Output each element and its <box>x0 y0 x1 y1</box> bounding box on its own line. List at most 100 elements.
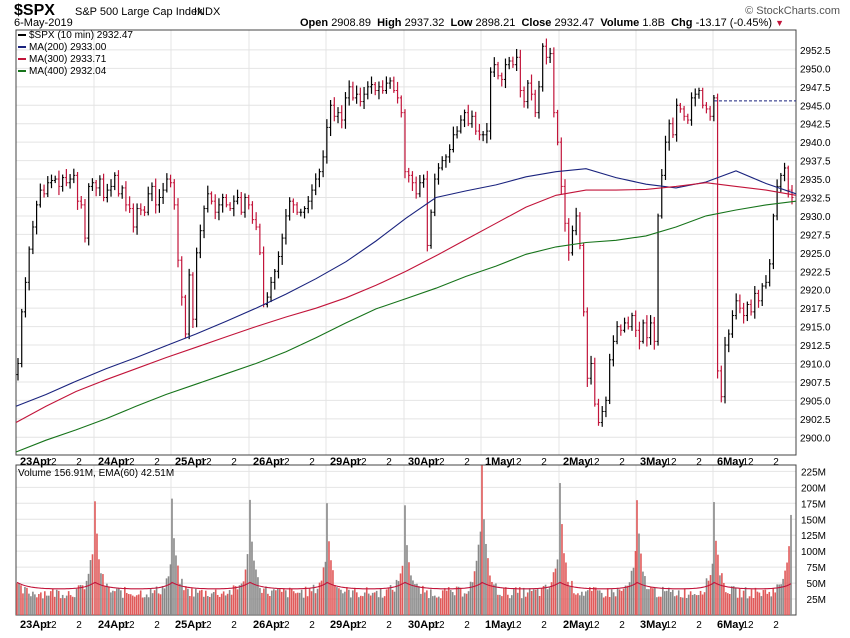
volume-bar <box>667 587 670 615</box>
volume-bar <box>298 592 301 615</box>
volume-legend: Volume 156.91M, EMA(60) 42.51M <box>18 468 174 479</box>
price-x-tick-label: 12 <box>588 457 600 468</box>
volume-bar <box>294 593 297 615</box>
volume-bar <box>481 465 483 615</box>
volume-bar <box>679 597 682 615</box>
volume-bar <box>703 592 706 615</box>
price-tick-label: 2917.5 <box>800 304 831 315</box>
volume-bar <box>244 569 247 615</box>
volume-bar <box>518 587 521 615</box>
volume-bar <box>373 592 376 615</box>
volume-bar <box>534 589 537 615</box>
volume-bar <box>69 595 72 615</box>
volume-x-tick-label: 2 <box>154 620 160 631</box>
volume-bar <box>685 598 688 615</box>
volume-bar <box>212 592 215 615</box>
volume-bar <box>306 596 309 615</box>
price-x-tick-label: 12 <box>742 457 754 468</box>
volume-bar <box>167 576 170 615</box>
volume-bar <box>155 586 158 615</box>
price-tick-label: 2952.5 <box>800 46 831 57</box>
volume-bar <box>288 587 291 615</box>
volume-bar <box>662 586 664 615</box>
volume-bar <box>608 596 611 615</box>
price-x-tick-label: 25Apr <box>175 456 207 468</box>
volume-bar <box>756 591 759 615</box>
volume-bar <box>375 590 378 615</box>
volume-bar <box>666 590 668 615</box>
volume-bar <box>139 590 142 615</box>
price-tick-label: 2900.0 <box>800 433 831 444</box>
volume-bar <box>383 596 386 615</box>
volume-bar <box>371 592 374 615</box>
volume-tick-label: 225M <box>801 467 826 478</box>
volume-bar <box>332 570 334 615</box>
volume-bar <box>594 587 597 615</box>
volume-bar <box>149 588 152 615</box>
volume-tick-label: 75M <box>807 563 826 574</box>
volume-bar <box>369 595 372 615</box>
volume-bar <box>401 565 404 615</box>
volume-bar <box>495 583 497 615</box>
volume-bar <box>469 581 472 615</box>
volume-bar <box>748 596 751 615</box>
volume-bar <box>447 587 450 615</box>
volume-bar <box>412 580 414 615</box>
close-value: 2932.47 <box>554 17 595 29</box>
volume-bar <box>259 587 261 615</box>
price-x-tick-label: 12 <box>510 457 522 468</box>
exchange-label: INDX <box>194 6 221 18</box>
price-x-tick-label: 2 <box>309 457 315 468</box>
volume-bar <box>340 589 342 615</box>
volume-bar <box>536 588 539 615</box>
volume-bar <box>141 597 144 615</box>
legend-price: $SPX (10 min) 2932.47 <box>18 30 133 41</box>
volume-bar <box>397 581 400 615</box>
volume-x-tick-label: 2 <box>386 620 392 631</box>
volume-bar <box>732 586 735 615</box>
volume-bar <box>644 576 646 615</box>
price-tick-label: 2902.5 <box>800 415 831 426</box>
volume-bar <box>226 593 229 615</box>
volume-bar <box>709 575 712 615</box>
price-x-tick-label: 30Apr <box>408 456 440 468</box>
volume-bar <box>61 594 64 615</box>
volume-bar <box>292 591 295 615</box>
volume-bar <box>199 590 201 615</box>
price-x-tick-label: 2 <box>541 457 547 468</box>
price-tick-label: 2920.0 <box>800 286 831 297</box>
volume-x-tick-label: 12 <box>123 620 135 631</box>
volume-bar <box>636 500 638 615</box>
volume-bar <box>762 590 765 615</box>
volume-bar <box>122 597 124 615</box>
volume-bar <box>530 591 533 615</box>
volume-bar <box>542 586 545 615</box>
volume-bar <box>385 589 388 615</box>
volume-bar <box>742 590 745 615</box>
volume-bar <box>36 597 38 615</box>
volume-bar <box>483 519 485 615</box>
volume-tick-label: 100M <box>801 547 826 558</box>
price-tick-label: 2905.0 <box>800 396 831 407</box>
price-x-tick-label: 2 <box>696 457 702 468</box>
volume-bar <box>758 592 761 615</box>
volume-bar <box>53 596 56 615</box>
volume-bar <box>784 570 786 615</box>
volume-bar <box>320 580 323 615</box>
volume-bar <box>284 590 287 615</box>
legend-text-ma200: MA(200) 2933.00 <box>29 42 107 53</box>
volume-bar <box>788 546 790 615</box>
volume-bar <box>104 586 106 615</box>
volume-bar <box>133 596 136 615</box>
price-x-tick-label: 2 <box>386 457 392 468</box>
volume-bar <box>46 595 48 615</box>
volume-x-tick-label: 12 <box>200 620 212 631</box>
price-x-tick-label: 12 <box>45 457 57 468</box>
volume-bar <box>723 582 725 615</box>
volume-bar <box>524 596 527 615</box>
legend-ma200: MA(200) 2933.00 <box>18 42 106 53</box>
volume-bar <box>772 588 775 615</box>
volume-bar <box>365 587 368 615</box>
volume-bar <box>461 596 464 615</box>
chg-label: Chg <box>671 17 693 29</box>
